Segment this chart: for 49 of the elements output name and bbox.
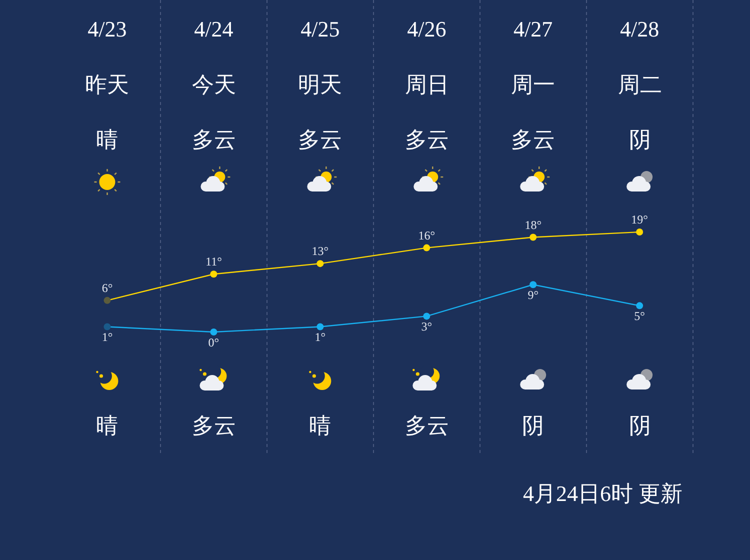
data-label: 3° [421,320,432,334]
data-label: 1° [314,330,326,344]
text: 晴 [309,413,331,438]
data-label: 6° [102,281,113,296]
point [316,323,324,330]
text: 明天 [298,72,342,97]
x-tick-label: 4/24 [194,16,234,42]
data-label: 5° [634,309,646,324]
x-tick-label: 4/25 [300,16,340,42]
point [636,228,644,236]
point [423,312,430,320]
text: 多云 [192,413,236,438]
point [423,244,430,252]
data-label: 1° [102,330,113,344]
text: 多云 [405,127,449,152]
data-label: 19° [631,212,648,227]
x-tick-label: 4/28 [620,16,660,42]
data-label: 0° [208,335,220,350]
point [636,302,644,310]
data-label: 13° [312,244,329,258]
text: 多云 [405,413,449,438]
point [210,328,218,336]
point [104,323,111,330]
point [104,296,111,304]
data-label: 18° [524,218,542,232]
x-tick-label: 4/23 [88,16,127,42]
text: 4月24日6时 更新 [523,481,682,506]
text: 阴 [522,413,544,438]
text: 阴 [629,413,651,438]
data-label: 16° [418,228,436,242]
text: 今天 [192,72,236,97]
point [210,270,218,278]
text: 昨天 [85,72,129,97]
text: 晴 [96,413,118,438]
point [530,281,537,288]
text: 多云 [298,127,342,152]
text: 晴 [96,127,118,152]
x-tick-label: 4/27 [514,16,553,42]
text: 多云 [511,127,555,152]
text: 周一 [511,72,555,97]
text: 周日 [405,72,449,97]
data-label: 11° [206,254,222,269]
x-tick-label: 4/26 [407,16,446,42]
point [530,234,537,241]
text: 多云 [192,127,236,152]
text: 阴 [629,127,651,152]
data-label: 9° [528,288,539,302]
point [316,260,324,268]
text: 周二 [618,72,662,97]
